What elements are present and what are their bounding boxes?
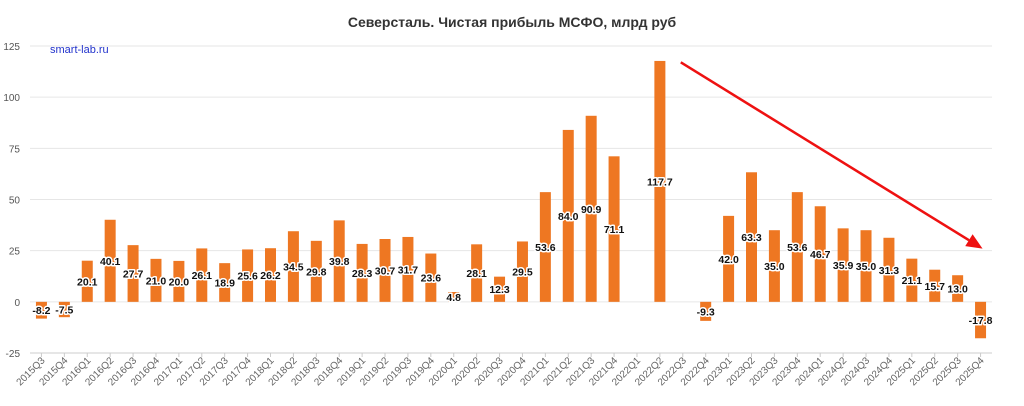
data-label: 34.5: [283, 262, 304, 274]
y-tick-label: 0: [14, 298, 20, 309]
watermark: smart-lab.ru: [50, 44, 109, 56]
bar: [35, 301, 47, 319]
data-label: 18.9: [214, 277, 235, 289]
data-label: -8.2: [32, 305, 50, 317]
data-label: -17.8: [969, 315, 993, 327]
bar: [539, 192, 551, 302]
x-axis: 2015Q32015Q42016Q12016Q22016Q32016Q42017…: [15, 352, 992, 388]
bar: [883, 237, 895, 302]
bar: [287, 231, 299, 302]
data-label: 35.9: [833, 260, 854, 272]
bar: [837, 228, 849, 302]
data-label: 29.5: [512, 267, 533, 279]
bar: [402, 236, 414, 302]
bar: [975, 301, 987, 339]
bar: [425, 253, 437, 302]
data-label: 53.6: [787, 242, 808, 254]
chart-title: Северсталь. Чистая прибыль МСФО, млрд ру…: [348, 14, 677, 30]
bar: [310, 240, 322, 302]
data-label: 4.8: [446, 292, 461, 304]
bar: [654, 60, 666, 302]
bar: [173, 260, 185, 302]
data-label: 20.0: [169, 276, 190, 288]
data-label: 26.1: [192, 270, 213, 282]
bar: [814, 206, 826, 302]
data-label: 90.9: [581, 204, 602, 216]
data-label: 27.7: [123, 268, 144, 280]
bar: [516, 241, 528, 302]
data-label: 31.7: [398, 264, 419, 276]
data-label: 84.0: [558, 211, 579, 223]
y-tick-label: 25: [9, 247, 21, 258]
data-label: 39.8: [329, 256, 350, 268]
data-label: 53.6: [535, 242, 556, 254]
bar: [906, 258, 918, 302]
data-label: 117.7: [647, 176, 673, 188]
y-tick-label: 75: [9, 144, 21, 155]
bar: [860, 230, 872, 302]
y-tick-label: 100: [3, 93, 20, 104]
bar: [494, 276, 506, 302]
y-tick-label: 125: [3, 42, 20, 53]
bar: [723, 215, 735, 302]
bar: [104, 219, 116, 302]
grid: -25 0 25 50 75 100 125: [3, 42, 992, 360]
data-label: 29.8: [306, 266, 327, 278]
bars: [35, 60, 987, 339]
bar: [58, 301, 70, 318]
data-label: 42.0: [718, 254, 739, 266]
bar: [127, 245, 139, 302]
data-labels: -8.2 -7.5 20.140.127.721.0 20.026.118.925.6…: [31, 175, 994, 329]
bar: [150, 258, 162, 302]
data-label: 46.7: [810, 249, 831, 261]
data-label: 23.6: [421, 273, 442, 285]
bar: [196, 248, 208, 302]
bar: [448, 292, 460, 302]
data-label: 28.1: [466, 268, 487, 280]
data-label: 35.0: [764, 261, 785, 273]
data-label: 15.7: [925, 281, 946, 293]
data-label: 35.0: [856, 261, 877, 273]
bar: [265, 248, 276, 302]
data-label: 31.3: [879, 265, 900, 277]
data-label: 28.3: [352, 268, 373, 280]
bar: [608, 156, 620, 302]
bar: [700, 301, 712, 321]
data-label: 21.0: [146, 275, 167, 287]
data-label: 25.6: [237, 271, 258, 283]
bar: [562, 129, 574, 302]
trend-arrow-line: [680, 61, 970, 242]
data-label: -9.3: [697, 306, 715, 318]
data-label: 63.3: [741, 232, 762, 244]
bar: [219, 263, 231, 302]
y-tick-label: -25: [6, 349, 21, 360]
bar: [242, 249, 254, 302]
data-label: -7.5: [55, 305, 73, 317]
bar: [952, 275, 964, 302]
trend-arrow-head: [965, 234, 983, 249]
data-label: 21.1: [902, 275, 923, 287]
bar: [471, 244, 483, 302]
bar: [81, 260, 93, 302]
bar: [356, 243, 368, 302]
data-label: 26.2: [260, 270, 281, 282]
data-label: 30.7: [375, 265, 396, 277]
data-label: 20.1: [77, 276, 98, 288]
bar: [929, 269, 941, 302]
data-label: 40.1: [100, 256, 121, 268]
y-tick-label: 50: [9, 196, 21, 207]
bar: [333, 220, 345, 302]
data-label: 13.0: [947, 284, 968, 296]
bar: [585, 115, 597, 302]
bar: [746, 172, 757, 302]
trend-arrow: [680, 61, 983, 249]
bar: [791, 192, 803, 302]
bar: [379, 239, 391, 302]
bar: [768, 230, 780, 302]
data-label: 71.1: [604, 224, 625, 236]
data-label: 12.3: [489, 284, 510, 296]
